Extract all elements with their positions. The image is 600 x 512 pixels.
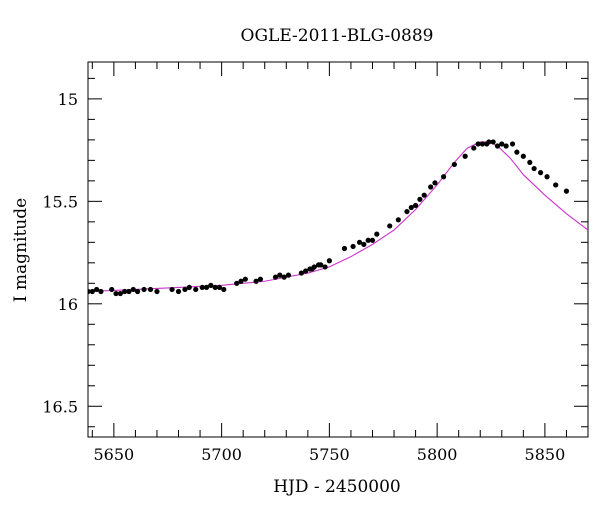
data-point	[451, 161, 457, 168]
data-point	[361, 241, 367, 247]
data-point	[503, 143, 509, 149]
plot-area	[88, 139, 588, 297]
data-point	[94, 286, 100, 293]
data-point	[471, 145, 477, 151]
data-point	[365, 237, 371, 243]
data-point	[441, 174, 447, 180]
data-point	[182, 286, 188, 293]
data-point	[147, 286, 154, 293]
data-point	[257, 276, 264, 282]
data-point	[126, 288, 132, 295]
data-point	[303, 268, 309, 274]
data-point	[356, 239, 363, 245]
y-tick-label: 15	[58, 90, 78, 109]
axis-ticks	[88, 62, 589, 437]
data-point	[193, 286, 199, 293]
data-point	[272, 274, 279, 280]
data-point	[298, 270, 304, 276]
y-tick-label: 16	[58, 295, 78, 314]
data-point	[277, 272, 283, 278]
data-point	[285, 272, 292, 278]
data-point	[109, 286, 115, 293]
data-point	[544, 174, 550, 180]
data-point	[341, 245, 348, 252]
data-point	[421, 192, 427, 198]
data-point	[395, 217, 401, 223]
data-point	[404, 208, 410, 215]
data-point	[134, 288, 141, 295]
data-point	[412, 202, 419, 209]
data-point	[537, 170, 544, 176]
data-point	[238, 278, 244, 284]
x-tick-label: 5650	[94, 445, 135, 464]
data-point	[186, 284, 192, 291]
data-point	[311, 264, 317, 270]
data-point	[281, 274, 287, 280]
data-point	[374, 231, 380, 237]
data-point	[490, 139, 496, 145]
data-point	[253, 278, 259, 284]
data-point	[88, 288, 91, 295]
data-point	[122, 288, 128, 295]
data-point	[318, 262, 324, 268]
data-point	[350, 243, 356, 250]
y-tick-label: 15.5	[42, 192, 78, 211]
data-point	[486, 139, 492, 145]
x-axis-label: HJD - 2450000	[273, 477, 401, 497]
data-point	[141, 286, 147, 293]
data-point	[527, 159, 533, 166]
y-axis-label: I magnitude	[11, 198, 31, 302]
x-tick-label: 5700	[201, 445, 242, 464]
data-point	[169, 286, 175, 293]
x-tick-label: 5800	[417, 445, 458, 464]
data-point	[369, 237, 376, 243]
data-point	[130, 286, 136, 293]
x-tick-label: 5750	[309, 445, 350, 464]
data-point	[428, 184, 434, 190]
plot-frame	[87, 61, 589, 438]
chart-title: OGLE-2011-BLG-0889	[241, 26, 434, 46]
data-point	[154, 288, 160, 295]
data-point	[432, 180, 438, 186]
data-point	[242, 276, 248, 282]
tick-labels: 5650 5700 5750 5800 5850 15 15.5 16 16.5	[42, 90, 565, 464]
data-point	[520, 153, 526, 159]
x-tick-label: 5850	[525, 445, 566, 464]
data-point	[322, 264, 328, 270]
model-curve	[88, 141, 588, 293]
data-point	[212, 284, 218, 291]
data-point	[417, 196, 423, 202]
data-point	[475, 141, 481, 147]
data-point	[387, 223, 393, 229]
data-point	[563, 188, 570, 194]
data-point	[326, 258, 332, 264]
data-point	[234, 280, 240, 286]
data-point	[514, 149, 520, 155]
data-point	[117, 290, 123, 297]
y-tick-label: 16.5	[42, 397, 78, 416]
data-point	[208, 282, 214, 288]
data-point	[494, 143, 501, 149]
data-point	[408, 204, 414, 211]
data-point	[221, 286, 227, 293]
data-point	[89, 288, 95, 295]
data-point	[509, 141, 516, 147]
data-point	[175, 288, 182, 295]
data-point	[531, 165, 537, 172]
data-point	[203, 284, 210, 291]
data-point	[462, 153, 468, 159]
data-point	[499, 141, 505, 147]
data-point	[216, 284, 223, 291]
data-point	[199, 284, 205, 291]
data-point	[98, 288, 104, 295]
data-point	[553, 182, 559, 188]
data-point	[479, 141, 485, 147]
data-point	[113, 290, 119, 297]
